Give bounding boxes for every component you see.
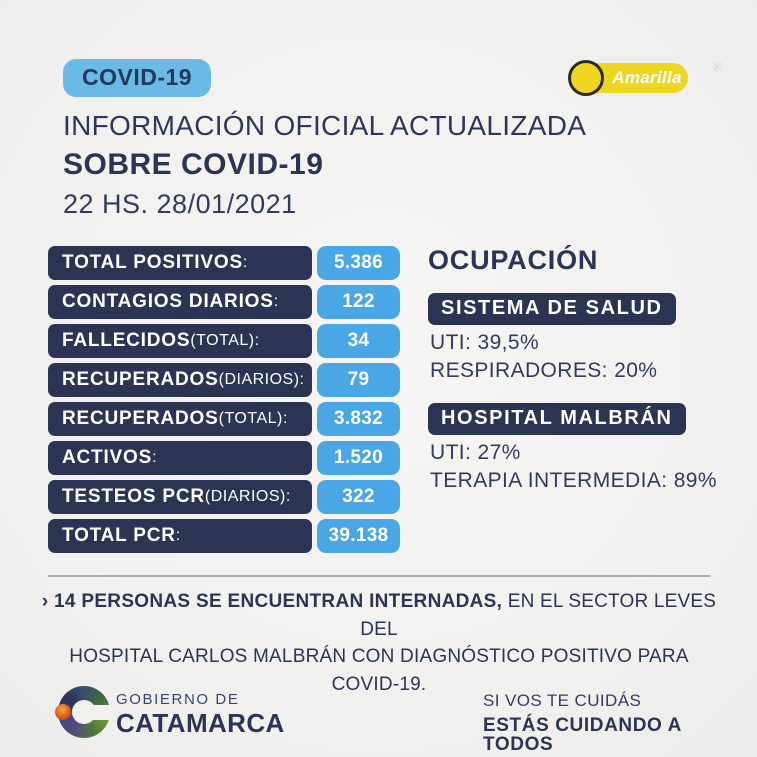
status-badge: Amarilla [568, 60, 690, 96]
government-wordmark: GOBIERNO DE CATAMARCA [116, 692, 285, 736]
hospitalized-note: › 14 PERSONAS SE ENCUENTRAN INTERNADAS, … [38, 588, 720, 698]
title-line-1: INFORMACIÓN OFICIAL ACTUALIZADA [63, 110, 587, 141]
stat-label: RECUPERADOS (DIARIOS): [48, 363, 312, 397]
stat-value: 5.386 [317, 246, 400, 280]
stat-label: TOTAL PCR: [48, 519, 312, 553]
hospital-malbran-badge: HOSPITAL MALBRÁN [428, 403, 686, 435]
government-wordmark-bottom: CATAMARCA [116, 708, 285, 738]
note-line-1: › 14 PERSONAS SE ENCUENTRAN INTERNADAS, … [38, 588, 720, 643]
hospital-malbran-uti: UTI: 27% [430, 441, 521, 464]
logo-sun-icon [55, 704, 71, 720]
government-wordmark-top: GOBIERNO DE [116, 691, 240, 708]
note-line-2: HOSPITAL CARLOS MALBRÁN CON DIAGNÓSTICO … [69, 646, 689, 695]
stat-value: 1.520 [317, 441, 400, 475]
stat-label-strong: RECUPERADOS [62, 369, 219, 390]
stat-label-light: (TOTAL): [218, 410, 288, 427]
table-row: RECUPERADOS (DIARIOS): 79 [48, 363, 400, 397]
stat-label-strong: RECUPERADOS [62, 408, 219, 429]
stat-label: TESTEOS PCR (DIARIOS): [48, 480, 312, 514]
stat-value: 322 [317, 480, 400, 514]
stat-value: 3.832 [317, 402, 400, 436]
catamarca-logo-icon [55, 686, 112, 738]
slogan-line-1: SI VOS TE CUIDÁS [483, 691, 642, 710]
note-rest: EN EL SECTOR LEVES DEL [360, 591, 717, 640]
health-system-respirators: RESPIRADORES: 20% [430, 359, 658, 382]
stats-table: TOTAL POSITIVOS: 5.386 CONTAGIOS DIARIOS… [48, 246, 400, 558]
stat-label-light: : [175, 527, 181, 544]
stat-label-strong: TOTAL POSITIVOS [62, 252, 243, 273]
campaign-slogan: SI VOS TE CUIDÁS ESTÁS CUIDANDO A TODOS [483, 692, 757, 754]
stat-label: ACTIVOS: [48, 441, 312, 475]
note-bold: › 14 PERSONAS SE ENCUENTRAN INTERNADAS, [41, 591, 503, 612]
stat-label: FALLECIDOS (TOTAL): [48, 324, 312, 358]
table-row: TOTAL PCR: 39.138 [48, 519, 400, 553]
stat-label-strong: TESTEOS PCR [62, 486, 205, 507]
title-datetime: 22 HS. 28/01/2021 [63, 189, 297, 219]
stat-label-strong: CONTAGIOS DIARIOS [62, 291, 274, 312]
table-row: TOTAL POSITIVOS: 5.386 [48, 246, 400, 280]
stat-value: 39.138 [317, 519, 400, 553]
title-line-2: SOBRE COVID-19 [63, 148, 324, 181]
stat-label-light: : [152, 449, 158, 466]
stat-value: 34 [317, 324, 400, 358]
stat-label-strong: ACTIVOS [62, 447, 153, 468]
health-system-uti: UTI: 39,5% [430, 331, 540, 354]
hospital-malbran-intermediate: TERAPIA INTERMEDIA: 89% [430, 469, 717, 492]
table-row: FALLECIDOS (TOTAL): 34 [48, 324, 400, 358]
table-row: CONTAGIOS DIARIOS: 122 [48, 285, 400, 319]
stat-label-light: : [242, 254, 248, 271]
stat-label-light: (DIARIOS): [204, 488, 291, 505]
stat-label-strong: FALLECIDOS [62, 330, 191, 351]
asterisk-watermark-icon: ✳ [710, 58, 725, 77]
health-system-badge: SISTEMA DE SALUD [428, 293, 676, 325]
stat-label-light: (TOTAL): [190, 332, 260, 349]
table-row: TESTEOS PCR (DIARIOS): 322 [48, 480, 400, 514]
slogan-line-2: ESTÁS CUIDANDO A TODOS [483, 715, 682, 755]
table-row: ACTIVOS: 1.520 [48, 441, 400, 475]
covid-19-badge: COVID-19 [63, 59, 212, 97]
stat-value: 122 [317, 285, 400, 319]
stat-label-light: (DIARIOS): [218, 371, 305, 388]
table-row: RECUPERADOS (TOTAL): 3.832 [48, 402, 400, 436]
stat-label-strong: TOTAL PCR [62, 525, 176, 546]
status-dot-icon [568, 60, 604, 96]
logo-notch [88, 705, 112, 720]
occupancy-heading: OCUPACIÓN [428, 245, 599, 275]
stat-label: CONTAGIOS DIARIOS: [48, 285, 312, 319]
stat-label-light: : [273, 293, 279, 310]
note-divider [48, 575, 710, 577]
stat-label: RECUPERADOS (TOTAL): [48, 402, 312, 436]
stat-value: 79 [317, 363, 400, 397]
title-block: INFORMACIÓN OFICIAL ACTUALIZADA SOBRE CO… [63, 110, 586, 220]
stat-label: TOTAL POSITIVOS: [48, 246, 312, 280]
